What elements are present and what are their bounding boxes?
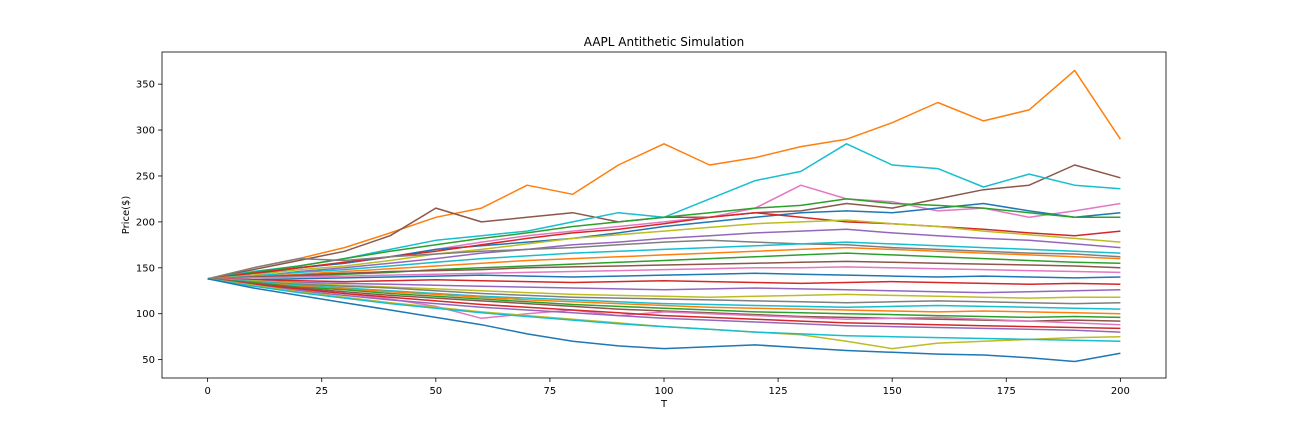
y-tick-label: 350 <box>136 80 155 91</box>
x-tick-label: 50 <box>429 386 442 397</box>
series-line-1 <box>207 69 1122 280</box>
x-tick-label: 175 <box>997 386 1016 397</box>
x-tick-label: 150 <box>883 386 902 397</box>
x-tick-label: 100 <box>654 386 673 397</box>
y-tick-label: 300 <box>136 126 155 137</box>
series-line-17 <box>207 278 1121 286</box>
series-line-6 <box>207 198 1121 280</box>
x-axis-label: T <box>660 399 668 410</box>
series-line-23 <box>207 278 1121 319</box>
y-axis-label: Price($) <box>121 196 132 235</box>
x-tick-label: 0 <box>204 386 210 397</box>
y-axis: 50 100 150 200 250 300 350 <box>136 80 162 366</box>
series-line-27 <box>207 278 1121 333</box>
series-line-15 <box>207 266 1121 280</box>
y-tick-label: 50 <box>142 355 155 366</box>
series-line-29 <box>207 278 1121 343</box>
y-tick-label: 150 <box>136 263 155 274</box>
series-line-18 <box>207 278 1121 294</box>
series-line-7 <box>207 211 1121 280</box>
series-line-10 <box>207 239 1121 280</box>
series-line-13 <box>207 252 1121 280</box>
series-line-16 <box>207 272 1121 281</box>
series-line-30 <box>207 278 1121 363</box>
series-line-24 <box>207 278 1121 322</box>
series-line-26 <box>207 278 1121 330</box>
y-tick-label: 250 <box>136 171 155 182</box>
series-line-19 <box>207 278 1121 299</box>
series-line-8 <box>207 219 1121 280</box>
plot-area <box>207 69 1122 363</box>
series-line-11 <box>207 241 1121 280</box>
series-line-12 <box>207 246 1121 280</box>
series-line-22 <box>207 278 1121 315</box>
chart-title: AAPL Antithetic Simulation <box>584 35 744 49</box>
x-tick-label: 25 <box>315 386 328 397</box>
series-line-20 <box>207 278 1121 305</box>
series-line-14 <box>207 260 1121 280</box>
series-line-21 <box>207 278 1121 310</box>
x-tick-label: 200 <box>1111 386 1130 397</box>
y-tick-label: 200 <box>136 217 155 228</box>
x-tick-label: 75 <box>544 386 557 397</box>
x-axis: 0 25 50 75 100 125 150 175 200 <box>204 378 1130 397</box>
x-tick-label: 125 <box>769 386 788 397</box>
series-line-9 <box>207 228 1121 280</box>
y-tick-label: 100 <box>136 309 155 320</box>
